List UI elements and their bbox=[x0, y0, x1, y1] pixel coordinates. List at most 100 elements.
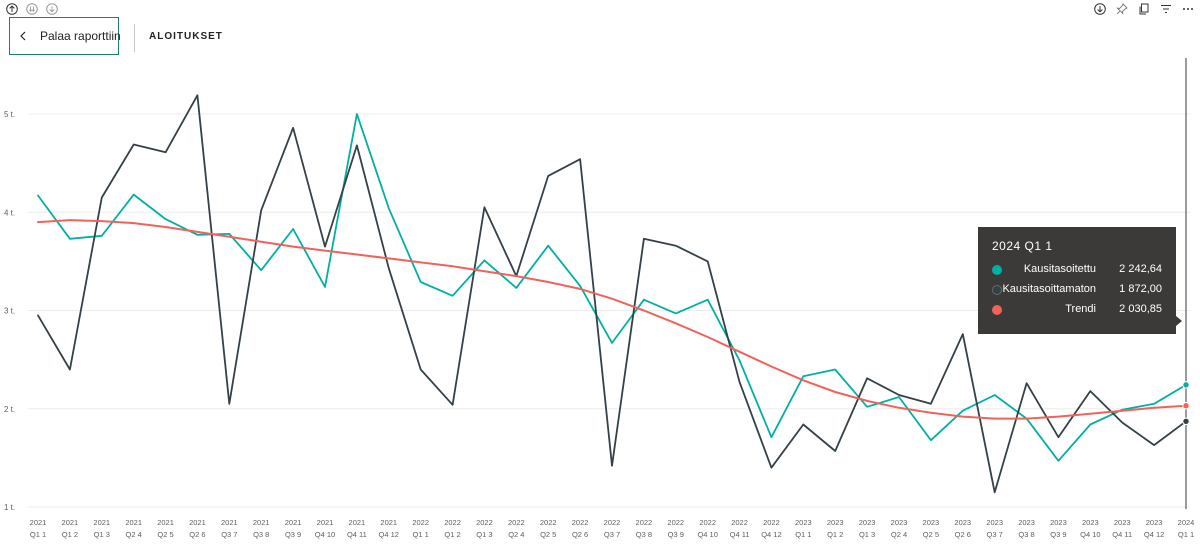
series-dot-icon bbox=[992, 305, 1002, 315]
x-tick-label-year: 2021 bbox=[221, 518, 238, 527]
x-tick-label-year: 2022 bbox=[508, 518, 525, 527]
tooltip-row-trendi: Trendi 2 030,85 bbox=[992, 302, 1162, 322]
chevron-left-icon bbox=[16, 29, 30, 43]
x-tick-label-period: Q1 3 bbox=[476, 530, 492, 539]
x-tick-label-year: 2023 bbox=[795, 518, 812, 527]
x-tick-label-year: 2021 bbox=[380, 518, 397, 527]
x-tick-label-year: 2023 bbox=[859, 518, 876, 527]
y-tick-label: 2 t. bbox=[4, 405, 15, 414]
y-tick-label: 3 t. bbox=[4, 307, 15, 316]
x-tick-label-period: Q4 12 bbox=[761, 530, 781, 539]
tooltip-series-value: 1 872,00 bbox=[1119, 283, 1162, 295]
x-tick-label-period: Q1 2 bbox=[444, 530, 460, 539]
x-tick-label-period: Q2 5 bbox=[157, 530, 173, 539]
x-tick-label-period: Q2 4 bbox=[508, 530, 524, 539]
x-tick-label-period: Q2 5 bbox=[540, 530, 556, 539]
x-tick-label-period: Q1 2 bbox=[827, 530, 843, 539]
expand-hierarchy-icon[interactable] bbox=[46, 2, 58, 15]
x-tick-label-period: Q4 11 bbox=[730, 530, 750, 539]
x-tick-label-period: Q2 6 bbox=[572, 530, 588, 539]
x-tick-label-period: Q4 12 bbox=[1144, 530, 1164, 539]
x-tick-label-period: Q2 4 bbox=[126, 530, 142, 539]
x-tick-label-period: Q4 10 bbox=[1080, 530, 1100, 539]
line-chart: 1 t. 2 t. 3 t. 4 t. 5 t. 2021 Q1 1 2021 Q1 2 2021… bbox=[4, 58, 1195, 539]
back-to-report-button[interactable]: Palaa raporttiin bbox=[9, 17, 121, 55]
x-tick-label-year: 2024 bbox=[1178, 518, 1195, 527]
back-button-label: Palaa raporttiin bbox=[40, 29, 121, 43]
x-tick-label-year: 2023 bbox=[986, 518, 1003, 527]
x-tick-label-year: 2021 bbox=[349, 518, 366, 527]
drill-down-icon[interactable] bbox=[26, 2, 38, 15]
top-toolbar bbox=[0, 0, 1200, 17]
tooltip-title: 2024 Q1 1 bbox=[992, 239, 1053, 253]
filter-icon[interactable] bbox=[1160, 2, 1172, 14]
tooltip-series-value: 2 242,64 bbox=[1119, 263, 1162, 275]
x-tick-label-year: 2023 bbox=[1050, 518, 1067, 527]
x-tick-label-year: 2022 bbox=[540, 518, 557, 527]
x-tick-label-period: Q3 9 bbox=[668, 530, 684, 539]
x-tick-label-period: Q2 6 bbox=[955, 530, 971, 539]
x-tick-label-period: Q2 6 bbox=[189, 530, 205, 539]
x-tick-label-period: Q1 3 bbox=[859, 530, 875, 539]
tooltip-caret bbox=[1176, 316, 1182, 326]
chart-tooltip: 2024 Q1 1 Kausitasoitettu 2 242,64 Kausi… bbox=[978, 227, 1176, 334]
x-tick-label-year: 2021 bbox=[125, 518, 142, 527]
x-tick-label-year: 2023 bbox=[1146, 518, 1163, 527]
y-tick-label: 5 t. bbox=[4, 110, 15, 119]
x-tick-label-period: Q1 1 bbox=[795, 530, 811, 539]
up-arrow-icon[interactable] bbox=[6, 2, 18, 15]
x-tick-label-period: Q1 1 bbox=[1178, 530, 1194, 539]
x-tick-label-period: Q1 1 bbox=[30, 530, 46, 539]
tooltip-series-name: Trendi bbox=[1065, 303, 1096, 315]
point-marker-kausitasoittamaton bbox=[1182, 417, 1190, 426]
x-tick-label-period: Q4 12 bbox=[379, 530, 399, 539]
x-tick-label-year: 2022 bbox=[731, 518, 748, 527]
y-tick-label: 4 t. bbox=[4, 208, 15, 217]
pin-icon[interactable] bbox=[1116, 2, 1128, 15]
x-tick-label-period: Q1 3 bbox=[94, 530, 110, 539]
x-tick-label-year: 2023 bbox=[827, 518, 844, 527]
y-tick-label: 1 t. bbox=[4, 503, 15, 512]
x-tick-label-period: Q1 2 bbox=[62, 530, 78, 539]
x-tick-label-year: 2022 bbox=[636, 518, 653, 527]
x-tick-label-period: Q1 1 bbox=[413, 530, 429, 539]
series-dot-icon bbox=[992, 265, 1002, 275]
x-tick-label-period: Q4 10 bbox=[697, 530, 717, 539]
x-tick-label-year: 2021 bbox=[62, 518, 79, 527]
x-tick-label-period: Q3 8 bbox=[1018, 530, 1034, 539]
series-line-kausitasoitettu bbox=[37, 113, 1187, 462]
series-line-kausitasoittamaton bbox=[37, 94, 1187, 494]
x-tick-label-period: Q3 7 bbox=[221, 530, 237, 539]
x-tick-label-year: 2022 bbox=[444, 518, 461, 527]
x-tick-label-year: 2023 bbox=[923, 518, 940, 527]
series-line-trendi bbox=[37, 219, 1187, 420]
series-dot-icon bbox=[992, 285, 1002, 295]
download-icon[interactable] bbox=[1094, 2, 1106, 15]
x-tick-label-period: Q2 4 bbox=[891, 530, 907, 539]
x-tick-label-year: 2021 bbox=[93, 518, 110, 527]
x-tick-label-year: 2023 bbox=[1114, 518, 1131, 527]
x-tick-label-period: Q4 11 bbox=[1112, 530, 1132, 539]
x-tick-label-year: 2021 bbox=[189, 518, 206, 527]
point-marker-trendi bbox=[1182, 402, 1190, 410]
x-tick-label-year: 2023 bbox=[1018, 518, 1035, 527]
x-tick-label-year: 2021 bbox=[253, 518, 270, 527]
x-tick-label-period: Q3 7 bbox=[604, 530, 620, 539]
x-tick-label-period: Q3 7 bbox=[987, 530, 1003, 539]
x-tick-label-period: Q3 8 bbox=[253, 530, 269, 539]
x-tick-label-year: 2023 bbox=[1082, 518, 1099, 527]
x-tick-label-year: 2023 bbox=[891, 518, 908, 527]
tooltip-row-kausitasoitettu: Kausitasoitettu 2 242,64 bbox=[992, 262, 1162, 282]
copy-icon[interactable] bbox=[1138, 2, 1150, 15]
x-tick-label-year: 2021 bbox=[157, 518, 174, 527]
point-marker-kausitasoitettu bbox=[1182, 381, 1190, 389]
tooltip-series-name: Kausitasoitettu bbox=[1023, 263, 1096, 275]
tooltip-series-name: Kausitasoittamaton bbox=[1002, 283, 1096, 295]
more-icon[interactable] bbox=[1182, 2, 1194, 14]
x-tick-label-period: Q3 8 bbox=[636, 530, 652, 539]
x-tick-label-year: 2022 bbox=[476, 518, 493, 527]
x-tick-label-year: 2021 bbox=[285, 518, 302, 527]
x-tick-label-year: 2022 bbox=[667, 518, 684, 527]
page-title: ALOITUKSET bbox=[149, 31, 223, 42]
x-tick-label-year: 2022 bbox=[572, 518, 589, 527]
